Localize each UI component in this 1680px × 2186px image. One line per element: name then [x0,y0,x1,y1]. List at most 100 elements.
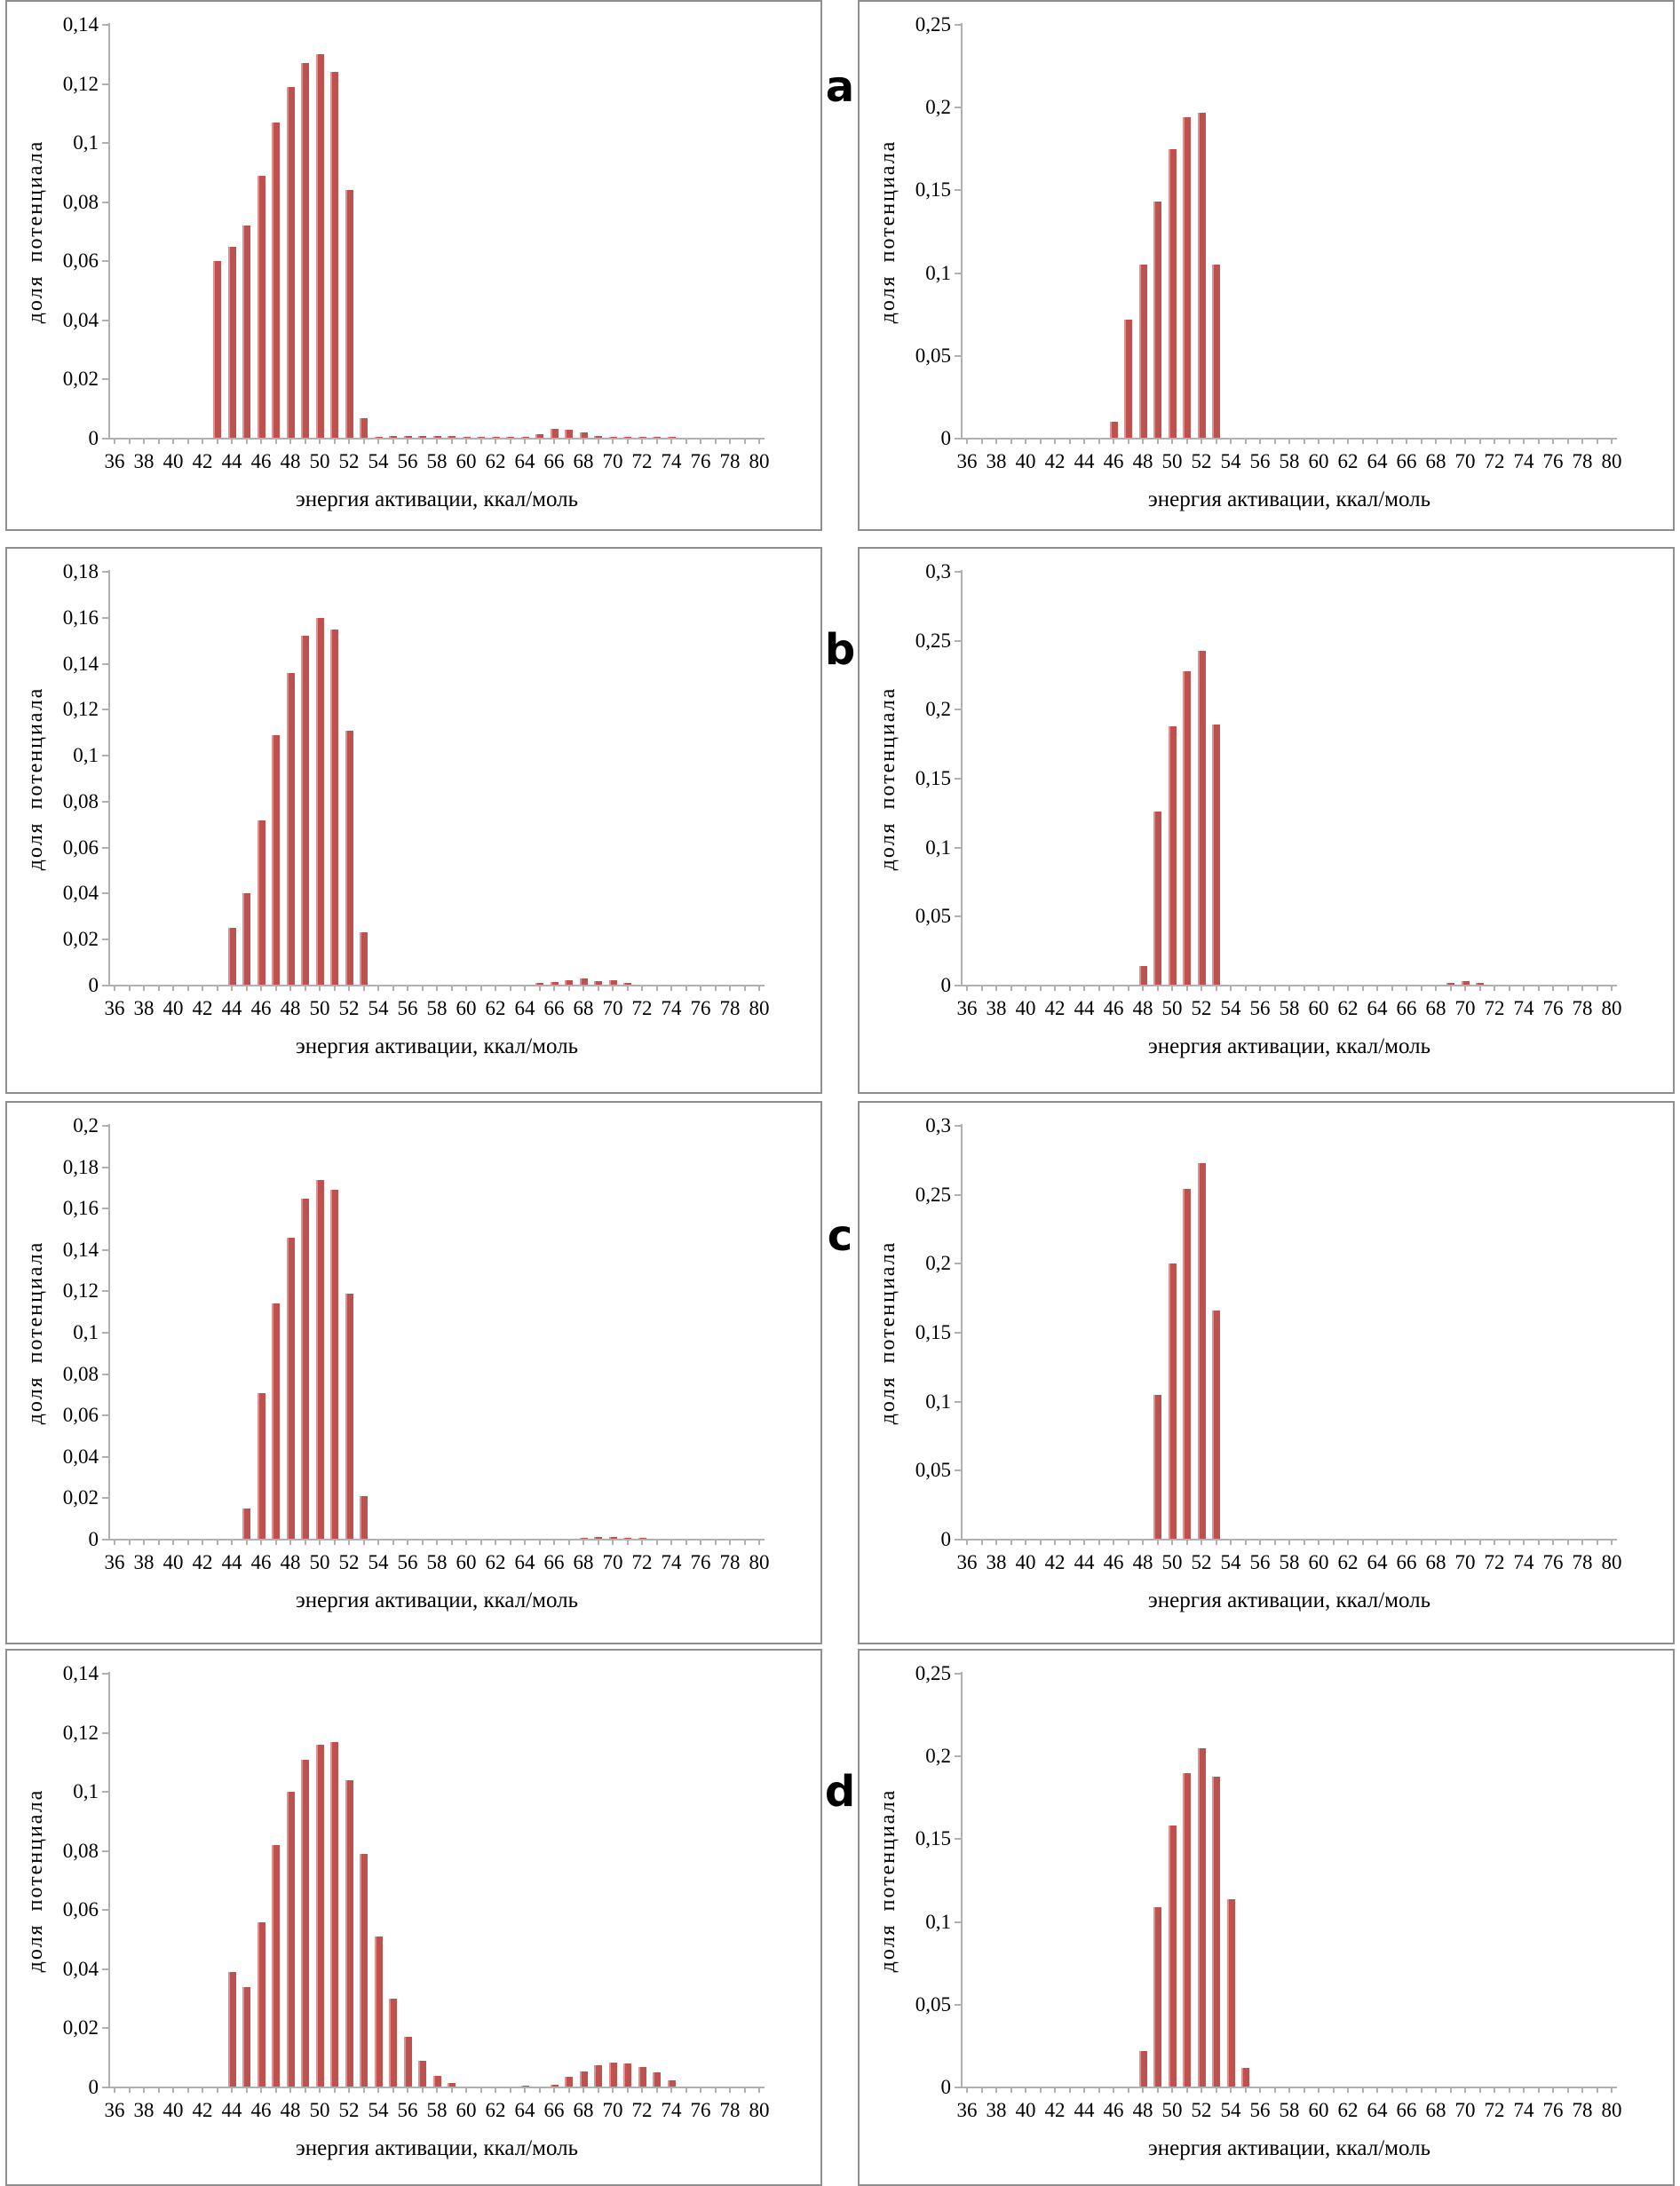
x-tick [348,986,350,991]
y-tick-label: 0,06 [62,836,99,859]
y-tick-label: 0,02 [62,928,99,950]
x-tick [714,986,717,991]
bar-70-kcal [608,2063,617,2087]
x-tick [1420,986,1422,991]
x-tick [245,986,248,991]
y-tick [102,1208,108,1209]
x-tick [407,1540,408,1545]
x-tick [1113,1540,1114,1545]
x-tick [1215,440,1217,444]
x-tick [143,1540,145,1545]
x-tick-label: 38 [133,2099,155,2121]
x-tick [202,1540,203,1545]
y-tick-label: 0 [940,2076,952,2098]
y-tick-label: 0,14 [62,653,99,675]
y-tick [102,1968,108,1970]
x-tick-label: 64 [514,1551,535,1573]
bar-69-kcal [594,436,602,439]
y-tick [102,1539,108,1540]
x-tick-label: 60 [1308,450,1329,472]
y-tick [102,1125,108,1127]
x-tick-label: 66 [1396,1551,1417,1573]
x-tick-label: 48 [280,997,301,1019]
bar-69-kcal [594,981,602,986]
x-tick [597,440,599,444]
x-tick [1127,986,1129,991]
x-tick [1215,2088,1217,2093]
x-tick [509,986,511,991]
x-tick-label: 68 [573,1551,594,1573]
y-tick-label: 0,15 [915,767,951,789]
x-tick-label: 70 [1454,2099,1476,2121]
x-tick [626,986,629,991]
x-tick-label: 44 [221,1551,242,1573]
x-tick [1303,2088,1305,2093]
x-tick-label: 40 [162,1551,184,1573]
x-tick [450,1540,453,1545]
bar-49-kcal [1153,1907,1161,2087]
x-tick [655,1540,658,1545]
x-axis-title: энергия активации, ккал/моль [295,2136,579,2160]
y-tick-label: 0,05 [915,1993,951,2016]
y-tick [955,1469,961,1471]
x-tick [319,1540,321,1545]
y-tick-label: 0,15 [915,178,951,201]
x-tick-label: 74 [1513,2099,1534,2121]
bar-47-kcal [272,123,280,439]
x-tick-label: 66 [543,2099,565,2121]
x-tick [1406,2088,1407,2093]
x-tick [641,440,643,444]
x-tick [1171,1540,1173,1545]
y-tick [102,1850,108,1852]
y-tick [102,755,108,756]
bar-50-kcal [315,54,324,439]
bar-48-kcal [1138,2051,1147,2087]
y-axis-line [961,23,963,440]
x-tick-label: 64 [514,997,535,1019]
x-tick [1332,2088,1335,2093]
y-tick [955,2004,961,2006]
x-axis-line [962,2087,1617,2088]
x-tick [758,986,760,991]
y-tick-label: 0,12 [62,1722,99,1744]
x-tick [260,986,262,991]
y-tick [102,142,108,144]
y-axis-title: доля потенциала [876,1240,899,1425]
x-tick [392,986,394,991]
y-tick-label: 0,1 [73,131,99,154]
x-tick [1464,1540,1466,1545]
x-tick-label: 52 [338,997,360,1019]
x-tick [714,440,717,444]
x-tick [1332,440,1335,444]
y-tick-label: 0,25 [915,13,951,36]
x-tick [172,440,174,444]
chart-panel-d-right: 36 38 40 42 44 46 48 50 52 54 56 58 60 62 64 66 68 70 72 74… [858,1649,1675,2186]
x-tick [1303,986,1305,991]
y-tick-label: 0,06 [62,1404,99,1426]
y-tick [955,1401,961,1403]
x-tick [274,1540,277,1545]
x-tick-label: 64 [514,450,535,472]
bar-48-kcal [1138,966,1147,986]
y-tick [955,1332,961,1334]
x-tick-label: 70 [1454,1551,1476,1573]
y-axis-title: доля потенциала [24,1788,47,1973]
x-tick-label: 46 [1103,2099,1124,2121]
x-tick [260,1540,262,1545]
x-tick-label: 60 [1308,997,1329,1019]
x-tick [1142,440,1144,444]
y-tick [102,663,108,665]
x-tick-label: 74 [1513,450,1534,472]
x-tick [421,1540,424,1545]
y-tick [102,320,108,321]
bar-53-kcal [360,1854,368,2087]
bar-52-kcal [1197,113,1206,439]
x-tick [626,1540,629,1545]
bar-47-kcal [272,1303,280,1540]
x-tick [114,1540,115,1545]
x-tick-label: 42 [1044,2099,1066,2121]
bar-69-kcal [594,1537,602,1540]
x-tick [1449,1540,1452,1545]
x-tick [1068,2088,1071,2093]
x-tick [1171,440,1173,444]
